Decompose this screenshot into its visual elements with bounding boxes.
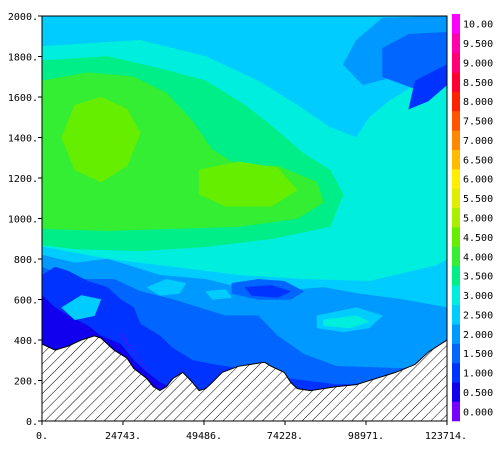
y-tick-label: 400. [14,336,38,347]
colorbar-label: 1.500 [463,349,493,360]
y-tick-label: 1200. [8,174,38,185]
contour-region [61,295,102,321]
topography-hatch [42,335,447,421]
colorbar-label: 0.000 [463,407,493,418]
colorbar-swatch [452,130,460,150]
colorbar-swatch [452,227,460,247]
plot-area [42,16,447,421]
colorbar-swatch [452,110,460,131]
x-tick-label: 123714. [425,431,467,442]
y-tick-label: 0. [26,417,38,428]
contour-region [205,289,233,300]
colorbar-swatch [452,33,460,54]
colorbar-swatch [452,401,460,422]
y-axis-ticks: 0. 200. 400. 600. 800. 1000. 1200. 1400. 1600. 18… [8,12,42,428]
contour-region [198,161,298,207]
x-tick-label: 74228. [267,431,303,442]
x-tick-label: 0. [36,431,48,442]
colorbar-label: 3.500 [463,272,493,283]
colorbar-label: 1.000 [463,369,493,380]
colorbar-label: 6.000 [463,175,493,186]
colorbar-swatch [452,72,460,92]
colorbar-swatch [452,265,460,286]
colorbar-label: 6.500 [463,155,493,166]
colorbar-label: 4.500 [463,233,493,244]
colorbar-label: 3.000 [463,291,493,302]
colorbar-swatch [452,169,460,189]
colorbar-label: 4.000 [463,252,493,263]
contour-regions [42,16,447,421]
colorbar-label: 0.500 [463,388,493,399]
y-tick-label: 1000. [8,215,38,226]
x-axis-ticks: 0. 24743. 49486. 74228. 98971. 123714. [36,421,467,442]
colorbar-swatch [452,324,460,344]
colorbar-swatch [452,188,460,209]
colorbar-swatch [452,207,460,228]
y-tick-label: 200. [14,377,38,388]
y-tick-label: 600. [14,296,38,307]
contour-region [408,64,447,110]
colorbar-label: 7.000 [463,136,493,147]
y-tick-label: 1800. [8,53,38,64]
colorbar-swatch [452,382,460,402]
colorbar-label: 9.000 [463,58,493,69]
colorbar-swatch [452,343,460,364]
colorbar: 0.000 0.500 1.000 1.500 2.000 2.500 3.000 3.500… [452,14,493,422]
contour-region [323,315,371,329]
colorbar-label: 2.000 [463,330,493,341]
contour-region [61,96,141,183]
x-tick-label: 98971. [348,431,384,442]
colorbar-swatch [452,304,460,325]
colorbar-swatch [452,52,460,73]
colorbar-label: 5.500 [463,194,493,205]
colorbar-swatch [452,149,460,170]
colorbar-label: 8.500 [463,78,493,89]
x-tick-label: 24743. [105,431,141,442]
y-tick-label: 1600. [8,93,38,104]
colorbar-label: 10.00 [463,20,493,31]
colorbar-swatch [452,362,460,383]
contour-region [244,285,292,298]
colorbar-label: 9.500 [463,39,493,50]
colorbar-label: 5.000 [463,214,493,225]
y-tick-label: 2000. [8,12,38,23]
colorbar-label: 2.500 [463,310,493,321]
colorbar-swatch [452,14,460,34]
colorbar-swatch [452,91,460,112]
colorbar-swatch [452,285,460,306]
x-tick-label: 49486. [186,431,222,442]
contour-region [146,279,187,296]
colorbar-swatch [452,246,460,267]
y-tick-label: 1400. [8,134,38,145]
colorbar-label: 8.000 [463,97,493,108]
colorbar-label: 7.500 [463,117,493,128]
contour-region [120,331,148,371]
y-tick-label: 800. [14,255,38,266]
